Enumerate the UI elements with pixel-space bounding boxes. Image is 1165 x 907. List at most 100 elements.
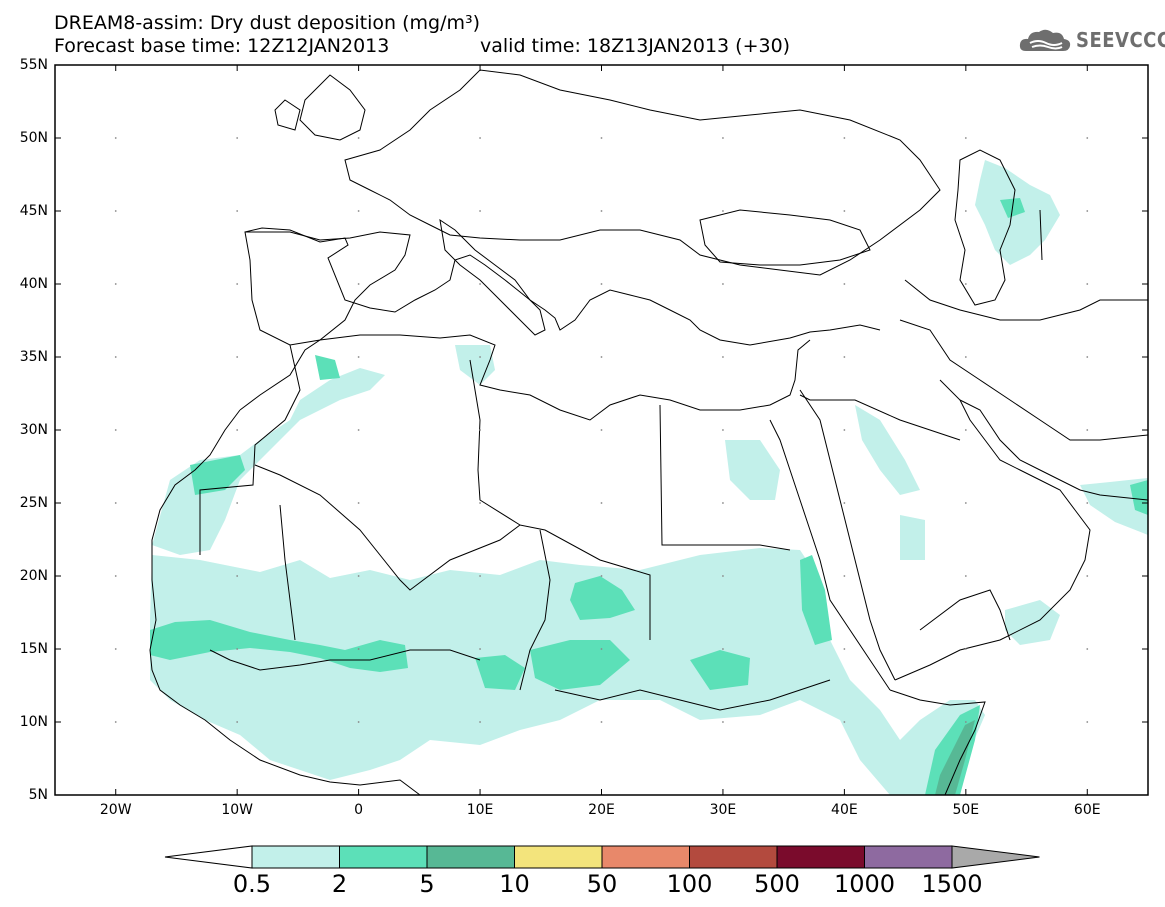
grid-dot bbox=[1086, 721, 1089, 723]
grid-dot bbox=[600, 502, 603, 504]
valid-time: valid time: 18Z13JAN2013 (+30) bbox=[480, 35, 791, 57]
lat-tick-label: 35N bbox=[19, 349, 48, 365]
axis-ticks bbox=[55, 64, 1148, 796]
grid-dot bbox=[357, 137, 360, 139]
grid-dot bbox=[236, 356, 239, 358]
grid-dot bbox=[600, 648, 603, 650]
grid-dot bbox=[600, 137, 603, 139]
grid-dot bbox=[357, 283, 360, 285]
lat-tick-label: 10N bbox=[19, 714, 48, 730]
deposition-patch-tunisia bbox=[455, 345, 495, 385]
colorbar-label: 500 bbox=[754, 870, 800, 898]
forecast-base-time: Forecast base time: 12Z12JAN2013 bbox=[54, 35, 390, 57]
deposition-core-sudan bbox=[530, 640, 630, 690]
colorbar-max-arrow bbox=[951, 845, 1040, 869]
colorbar-label: 100 bbox=[666, 870, 713, 898]
deposition-core-chad bbox=[475, 655, 525, 690]
deposition-core-sahara-west bbox=[190, 455, 245, 495]
grid-dot bbox=[964, 575, 967, 577]
grid-dot bbox=[479, 575, 481, 577]
lon-tick-label: 40E bbox=[831, 802, 858, 818]
deposition-patch-gulf bbox=[1080, 478, 1148, 535]
grid-dot bbox=[479, 429, 481, 431]
grid-dot bbox=[722, 429, 724, 431]
grid-dot bbox=[236, 429, 239, 431]
grid-dot bbox=[114, 575, 117, 577]
colorbar-label: 10 bbox=[499, 870, 530, 898]
lat-tick-label: 25N bbox=[19, 495, 48, 511]
grid-dot bbox=[722, 648, 724, 650]
colorbar-segment bbox=[426, 845, 515, 869]
grid-dot bbox=[357, 356, 360, 358]
lon-tick-label: 0 bbox=[354, 802, 364, 818]
grid-dot bbox=[1086, 356, 1089, 358]
grid-dot bbox=[964, 502, 967, 504]
grid-dot bbox=[114, 356, 117, 358]
grid-dot bbox=[479, 356, 481, 358]
grid-dot bbox=[114, 721, 117, 723]
coastlines-and-borders bbox=[149, 69, 1149, 796]
deposition-core-darfur bbox=[690, 650, 750, 690]
grid-dot bbox=[964, 137, 967, 139]
grid-dot bbox=[1086, 575, 1089, 577]
grid-dot bbox=[479, 137, 481, 139]
colorbar-segment bbox=[339, 845, 428, 869]
grid-dot bbox=[964, 721, 967, 723]
deposition-patch-arabia bbox=[855, 405, 920, 495]
lat-tick-label: 15N bbox=[19, 641, 48, 657]
grid-dot bbox=[479, 502, 481, 504]
chart-title: DREAM8-assim: Dry dust deposition (mg/m³… bbox=[54, 12, 481, 34]
lon-tick-label: 20E bbox=[588, 802, 615, 818]
deposition-core-libya bbox=[570, 576, 635, 620]
grid-dot bbox=[114, 648, 117, 650]
colorbar-label: 1500 bbox=[921, 870, 983, 898]
grid-dot bbox=[236, 210, 239, 212]
deposition-patch-atlas bbox=[152, 368, 385, 555]
grid-dot bbox=[479, 648, 481, 650]
deposition-patch-oman bbox=[900, 515, 925, 560]
lon-tick-label: 10W bbox=[221, 802, 253, 818]
grid-dot bbox=[114, 137, 117, 139]
grid-dot bbox=[236, 502, 239, 504]
deposition-patch-egypt bbox=[725, 440, 780, 500]
grid-dot bbox=[114, 210, 117, 212]
lon-tick-label: 60E bbox=[1073, 802, 1101, 818]
deposition-peak-somalia bbox=[935, 720, 975, 795]
grid-dot bbox=[843, 502, 846, 504]
lat-tick-label: 50N bbox=[19, 130, 48, 146]
grid-dot bbox=[114, 429, 117, 431]
grid-dot bbox=[722, 721, 724, 723]
grid-dot bbox=[479, 283, 481, 285]
grid-dot bbox=[357, 210, 360, 212]
grid-dot bbox=[722, 137, 724, 139]
logo-text: SEEVCCC bbox=[1076, 28, 1165, 52]
grid-dot bbox=[1086, 283, 1089, 285]
lat-tick-label: 45N bbox=[19, 203, 48, 219]
colorbar-label: 0.5 bbox=[232, 870, 272, 898]
grid-dot bbox=[964, 210, 967, 212]
grid-dot bbox=[722, 575, 724, 577]
grid-dot bbox=[843, 210, 846, 212]
colorbar-min-arrow bbox=[164, 845, 253, 869]
grid-dot bbox=[843, 429, 846, 431]
grid-dot bbox=[357, 721, 360, 723]
grid-dot bbox=[114, 502, 117, 504]
grid-dot bbox=[722, 502, 724, 504]
grid-dot bbox=[600, 575, 603, 577]
grid-dot bbox=[964, 648, 967, 650]
lon-tick-label: 10E bbox=[466, 802, 494, 818]
grid-dot bbox=[357, 648, 360, 650]
lat-tick-label: 5N bbox=[28, 787, 48, 803]
grid-dot bbox=[236, 721, 239, 723]
grid-dot bbox=[843, 575, 846, 577]
grid-dot bbox=[479, 721, 481, 723]
grid-dot bbox=[1086, 210, 1089, 212]
deposition-core-gulf bbox=[1130, 480, 1148, 515]
grid-dot bbox=[357, 502, 360, 504]
grid-dot bbox=[236, 283, 239, 285]
grid-dot bbox=[843, 648, 846, 650]
deposition-core-sahel-west bbox=[150, 620, 408, 672]
colorbar-segment bbox=[864, 845, 953, 869]
grid-dot bbox=[1086, 429, 1089, 431]
